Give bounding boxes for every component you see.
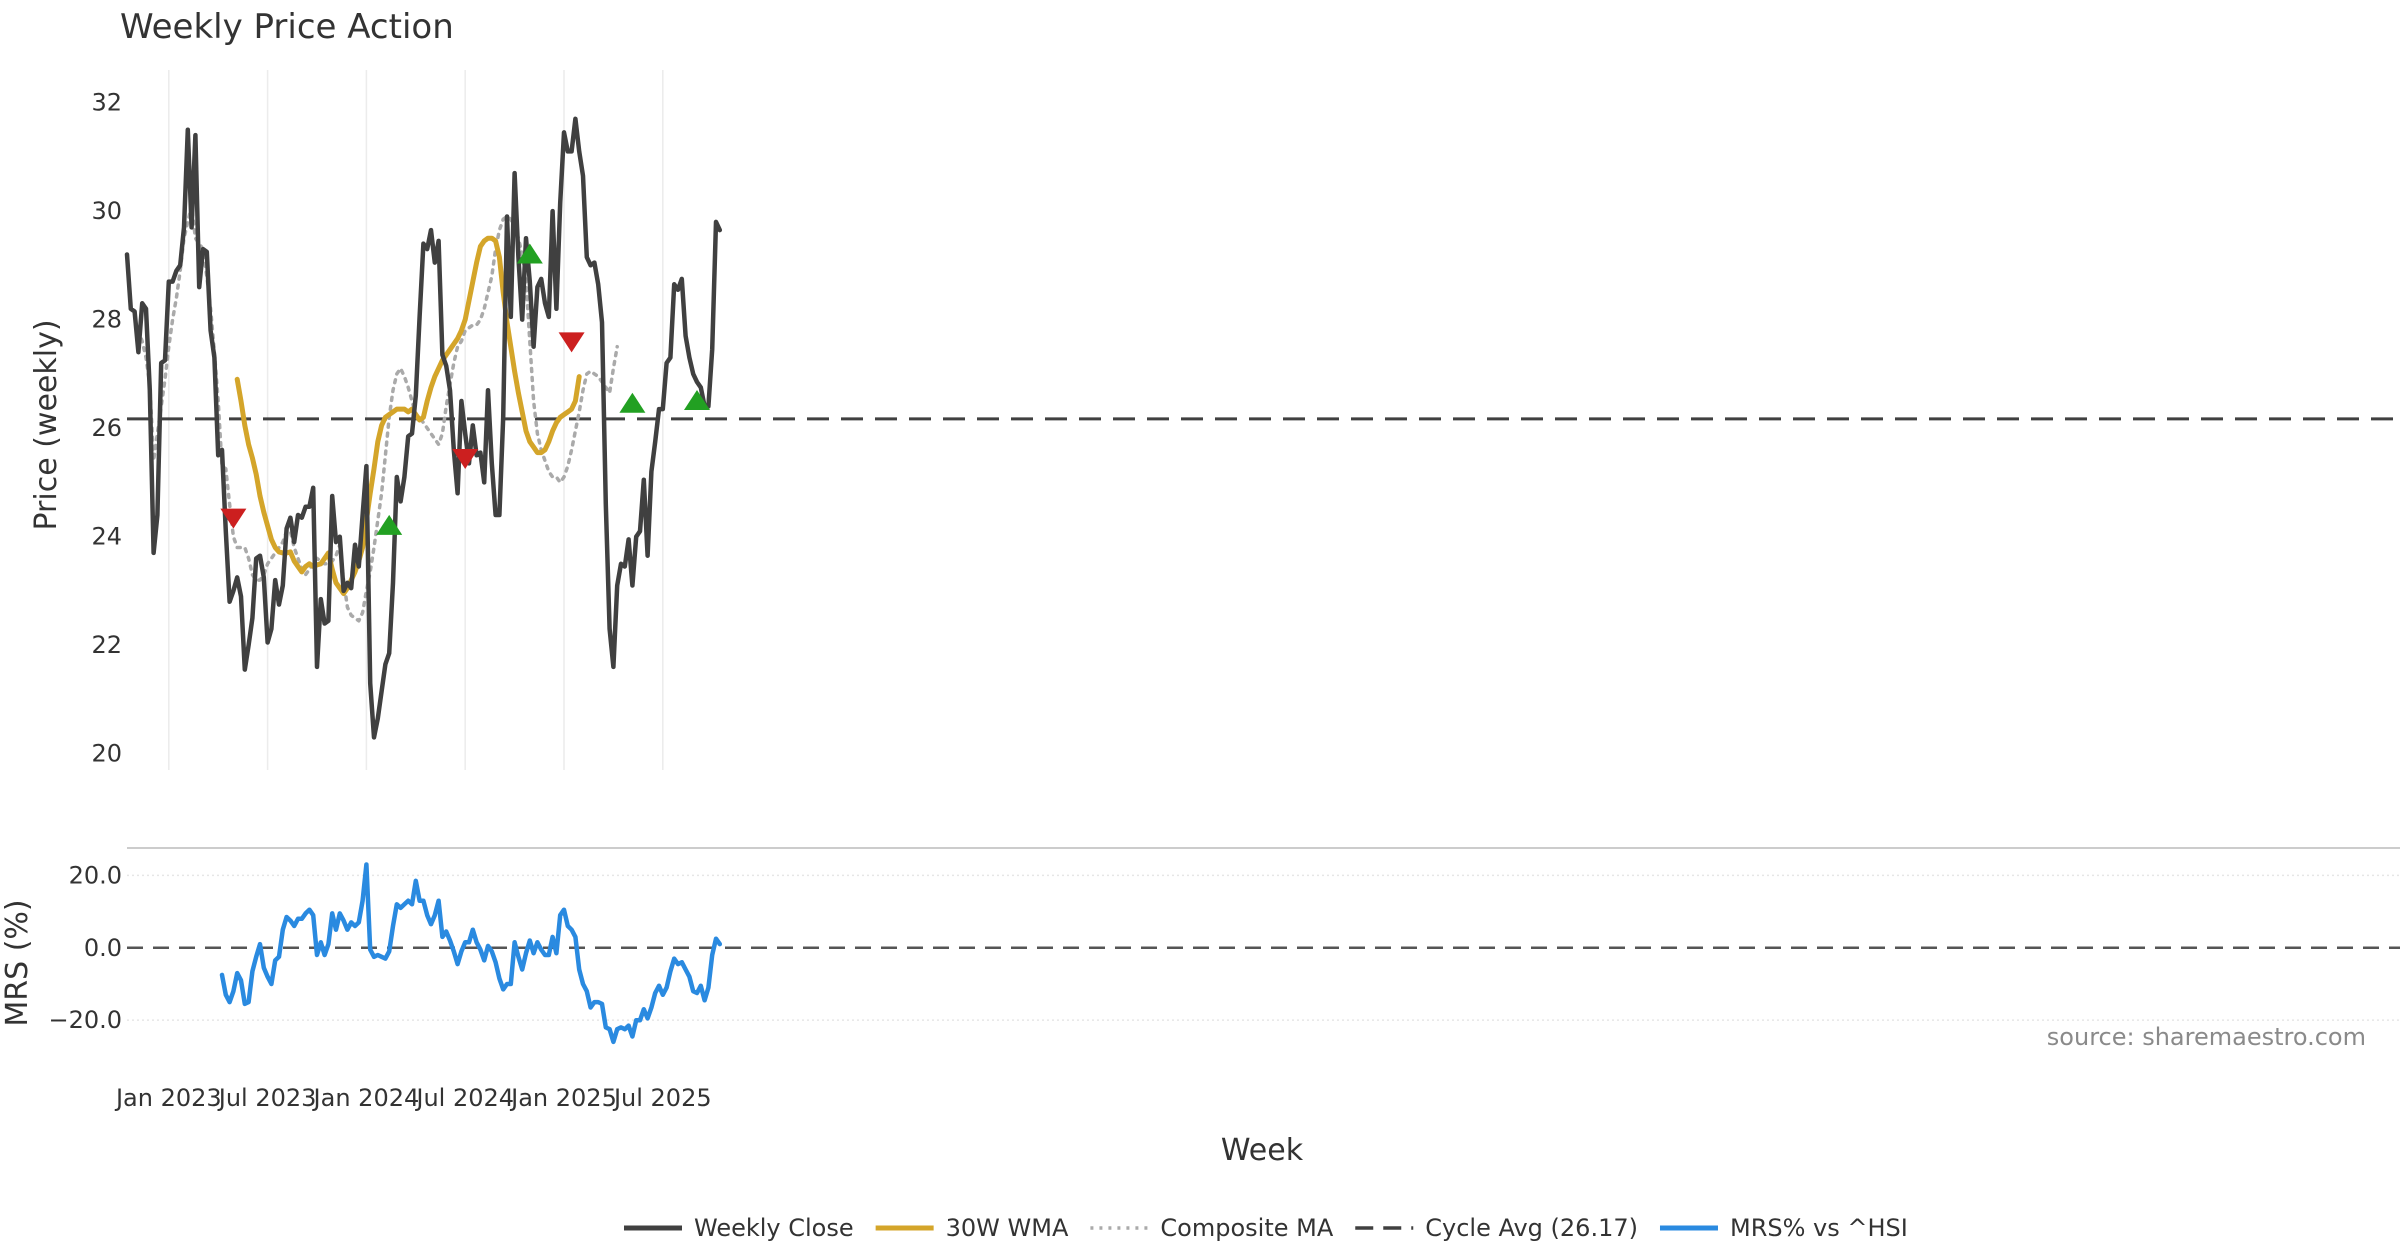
- 30w-wma-line: [234, 235, 582, 597]
- chart-title: Weekly Price Action: [120, 7, 454, 47]
- mrs-y-tick-label: −20.0: [48, 1006, 122, 1034]
- legend-label: Cycle Avg (26.17): [1425, 1214, 1638, 1242]
- price-y-axis-title: Price (weekly): [29, 319, 64, 530]
- legend-label: Composite MA: [1160, 1214, 1333, 1242]
- x-axis-title: Week: [1221, 1133, 1304, 1168]
- buy-signal-marker: [376, 514, 403, 535]
- legend-label: Weekly Close: [694, 1214, 854, 1242]
- mrs-y-axis-title: MRS (%): [0, 899, 35, 1026]
- legend-label: MRS% vs ^HSI: [1730, 1214, 1908, 1242]
- legend: Weekly Close 30W WMA Composite MA Cycle Avg…: [624, 1214, 1908, 1242]
- mrs-series-group: [219, 862, 723, 1045]
- price-y-tick-label: 24: [91, 523, 122, 551]
- sell-signal-marker: [452, 448, 479, 469]
- mrs-y-tick-label: 20.0: [69, 861, 122, 889]
- source-credit: source: sharemaestro.com: [2047, 1023, 2366, 1051]
- buy-signal-marker: [684, 390, 710, 411]
- price-y-tick-label: 26: [91, 414, 122, 442]
- weekly-close-line: [124, 116, 723, 740]
- mrs-y-tick-label: 0.0: [84, 934, 122, 962]
- x-tick-label: Jan 2023: [114, 1084, 222, 1112]
- price-y-tick-label: 30: [91, 197, 122, 225]
- x-tick-label: Jul 2024: [414, 1084, 514, 1112]
- x-tick-label: Jan 2024: [312, 1084, 420, 1112]
- price-y-tick-label: 20: [91, 740, 122, 768]
- price-y-ticks: 20 22 24 26 28 30 32: [91, 89, 122, 768]
- x-tick-label: Jan 2025: [509, 1084, 617, 1112]
- mrs-gridlines: [127, 874, 2400, 1021]
- x-tick-label: Jul 2023: [217, 1084, 317, 1112]
- sell-signal-marker: [220, 508, 247, 529]
- composite-ma-line: [136, 203, 619, 623]
- price-y-tick-label: 32: [91, 89, 122, 117]
- sell-signal-marker: [558, 332, 585, 353]
- signal-markers: [220, 243, 710, 535]
- price-y-tick-label: 22: [91, 631, 122, 659]
- mrs-line: [219, 862, 723, 1045]
- price-y-tick-label: 28: [91, 306, 122, 334]
- buy-signal-marker: [516, 243, 543, 264]
- x-tick-label: Jul 2025: [612, 1084, 712, 1112]
- buy-signal-marker: [619, 392, 646, 413]
- mrs-y-ticks: 20.0 0.0 −20.0: [48, 861, 122, 1034]
- price-series-group: [124, 116, 723, 740]
- legend-label: 30W WMA: [946, 1214, 1069, 1242]
